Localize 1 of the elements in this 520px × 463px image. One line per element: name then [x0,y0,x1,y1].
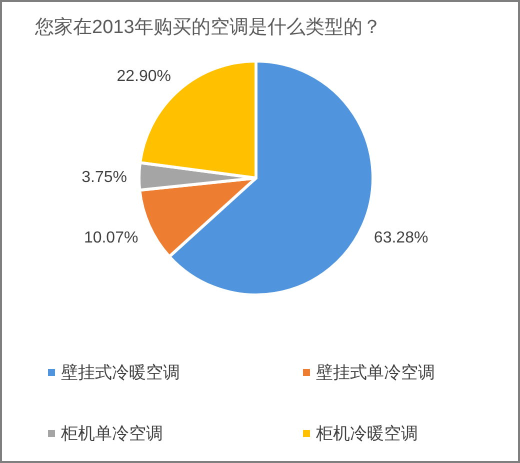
title: 您家在2013年购买的空调是什么类型的？ [35,17,382,38]
